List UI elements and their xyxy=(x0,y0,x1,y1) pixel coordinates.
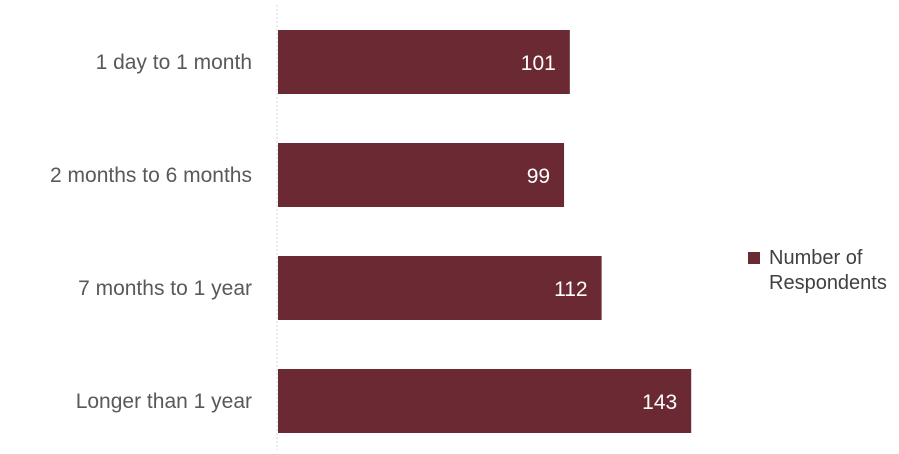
legend: Number of Respondents xyxy=(748,246,899,296)
legend-swatch xyxy=(748,252,760,264)
bar xyxy=(278,143,565,207)
category-label: 7 months to 1 year xyxy=(78,277,252,300)
category-label: 2 months to 6 months xyxy=(50,164,252,187)
data-label: 143 xyxy=(642,391,677,414)
legend-label: Number of Respondents xyxy=(769,247,887,294)
category-label: Longer than 1 year xyxy=(76,390,252,413)
bar xyxy=(278,30,570,94)
bars-layer xyxy=(278,30,692,433)
data-label: 101 xyxy=(521,52,556,75)
data-label: 99 xyxy=(527,165,550,188)
bar xyxy=(278,256,602,320)
bar xyxy=(278,369,692,433)
category-label: 1 day to 1 month xyxy=(96,51,252,74)
labels-layer: 1 day to 1 month 101 2 months to 6 months 9… xyxy=(50,51,677,414)
data-label: 112 xyxy=(554,278,587,301)
